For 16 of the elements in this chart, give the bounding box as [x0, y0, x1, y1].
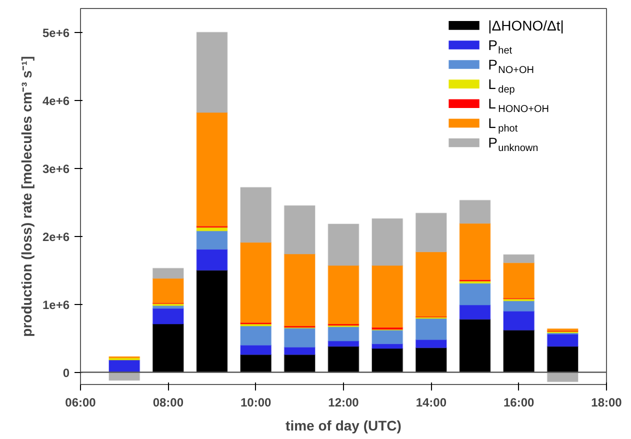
- y-tick-label: 0: [62, 366, 70, 380]
- x-tick-label: 16:00: [503, 396, 535, 410]
- y-tick-label: 1e+6: [42, 298, 70, 312]
- y-tick-label: 4e+6: [42, 94, 70, 108]
- x-tick-label: 12:00: [328, 396, 360, 410]
- x-tick-label: 18:00: [591, 396, 622, 410]
- x-tick-label: 14:00: [416, 396, 447, 410]
- x-tick-label: 08:00: [152, 396, 184, 410]
- x-axis-title: time of day (UTC): [286, 418, 402, 434]
- y-tick-label: 2e+6: [42, 230, 70, 244]
- y-tick-label: 5e+6: [42, 26, 70, 40]
- x-tick-label: 06:00: [65, 396, 96, 410]
- y-axis-title: production (loss) rate [molecules cm⁻³ s⁻¹]: [18, 56, 34, 337]
- legend-label: |ΔHONO/Δt|: [488, 17, 564, 34]
- x-tick-label: 10:00: [240, 396, 272, 410]
- y-tick-label: 3e+6: [42, 162, 70, 176]
